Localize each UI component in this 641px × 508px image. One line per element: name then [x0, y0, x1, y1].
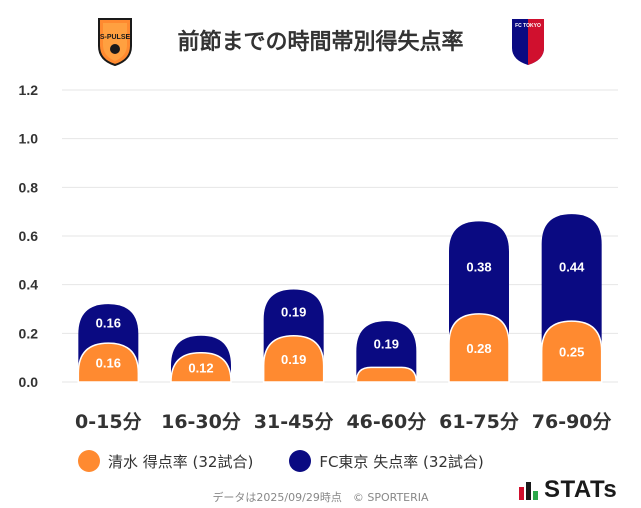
legend: 清水 得点率 (32試合) FC東京 失点率 (32試合) — [78, 450, 508, 472]
bar-shimizu — [170, 352, 232, 383]
y-tick-label: 0.2 — [19, 325, 39, 341]
data-label-shimizu: 0.12 — [188, 360, 213, 375]
stats-logo: STATs — [518, 476, 617, 504]
y-tick-label: 0.8 — [19, 179, 39, 195]
x-tick-label: 16-30分 — [161, 411, 241, 433]
x-tick-label: 31-45分 — [254, 411, 334, 433]
x-tick-label: 0-15分 — [75, 411, 142, 433]
data-label-fctokyo: 0.19 — [374, 336, 399, 351]
x-tick-label: 46-60分 — [346, 411, 426, 433]
legend-item-shimizu[interactable]: 清水 得点率 (32試合) — [78, 450, 253, 472]
data-label-shimizu: 0.19 — [281, 352, 306, 367]
chart-svg: 0.16 0.16 0.12 0.19 0.19 0.19 0.38 0.28 0.44 0.25… — [19, 82, 618, 433]
data-label-fctokyo: 0.19 — [281, 305, 306, 320]
chart-title: 前節までの時間帯別得失点率 — [177, 30, 464, 55]
y-tick-label: 0.4 — [19, 277, 39, 293]
bar-shimizu — [448, 313, 510, 383]
legend-label-shimizu: 清水 得点率 (32試合) — [108, 452, 254, 471]
fctokyo-crest-icon: FC TOKYO — [512, 19, 544, 65]
y-tick-label: 0.0 — [19, 374, 39, 390]
data-label-fctokyo: 0.44 — [559, 260, 585, 275]
x-tick-label: 76-90分 — [532, 411, 612, 433]
stats-logo-text: STATs — [544, 476, 618, 503]
bar-shimizu — [262, 335, 325, 383]
data-label-fctokyo: 0.38 — [466, 260, 491, 275]
shimizu-crest-icon: S-PULSE — [98, 18, 132, 66]
data-label-fctokyo: 0.16 — [96, 316, 121, 331]
bar-shimizu — [540, 320, 603, 383]
bar-shimizu — [77, 342, 140, 383]
bar-shimizu — [355, 366, 418, 383]
data-label-shimizu: 0.16 — [96, 356, 121, 371]
legend-label-fctokyo: FC東京 失点率 (32試合) — [319, 452, 484, 471]
svg-text:S-PULSE: S-PULSE — [100, 34, 131, 41]
data-label-shimizu: 0.28 — [466, 341, 491, 356]
y-tick-label: 1.0 — [19, 131, 39, 147]
legend-swatch-fctokyo — [289, 450, 312, 472]
y-tick-label: 0.6 — [19, 228, 39, 244]
footer-note: データは2025/09/29時点 © SPORTERIA — [212, 491, 429, 504]
data-label-shimizu: 0.25 — [559, 345, 584, 360]
legend-item-fctokyo[interactable]: FC東京 失点率 (32試合) — [289, 450, 484, 472]
y-tick-label: 1.2 — [19, 82, 39, 98]
svg-text:FC TOKYO: FC TOKYO — [515, 23, 541, 29]
legend-swatch-shimizu — [78, 450, 100, 472]
stats-logo-icon — [519, 482, 538, 500]
x-tick-label: 61-75分 — [439, 411, 519, 433]
